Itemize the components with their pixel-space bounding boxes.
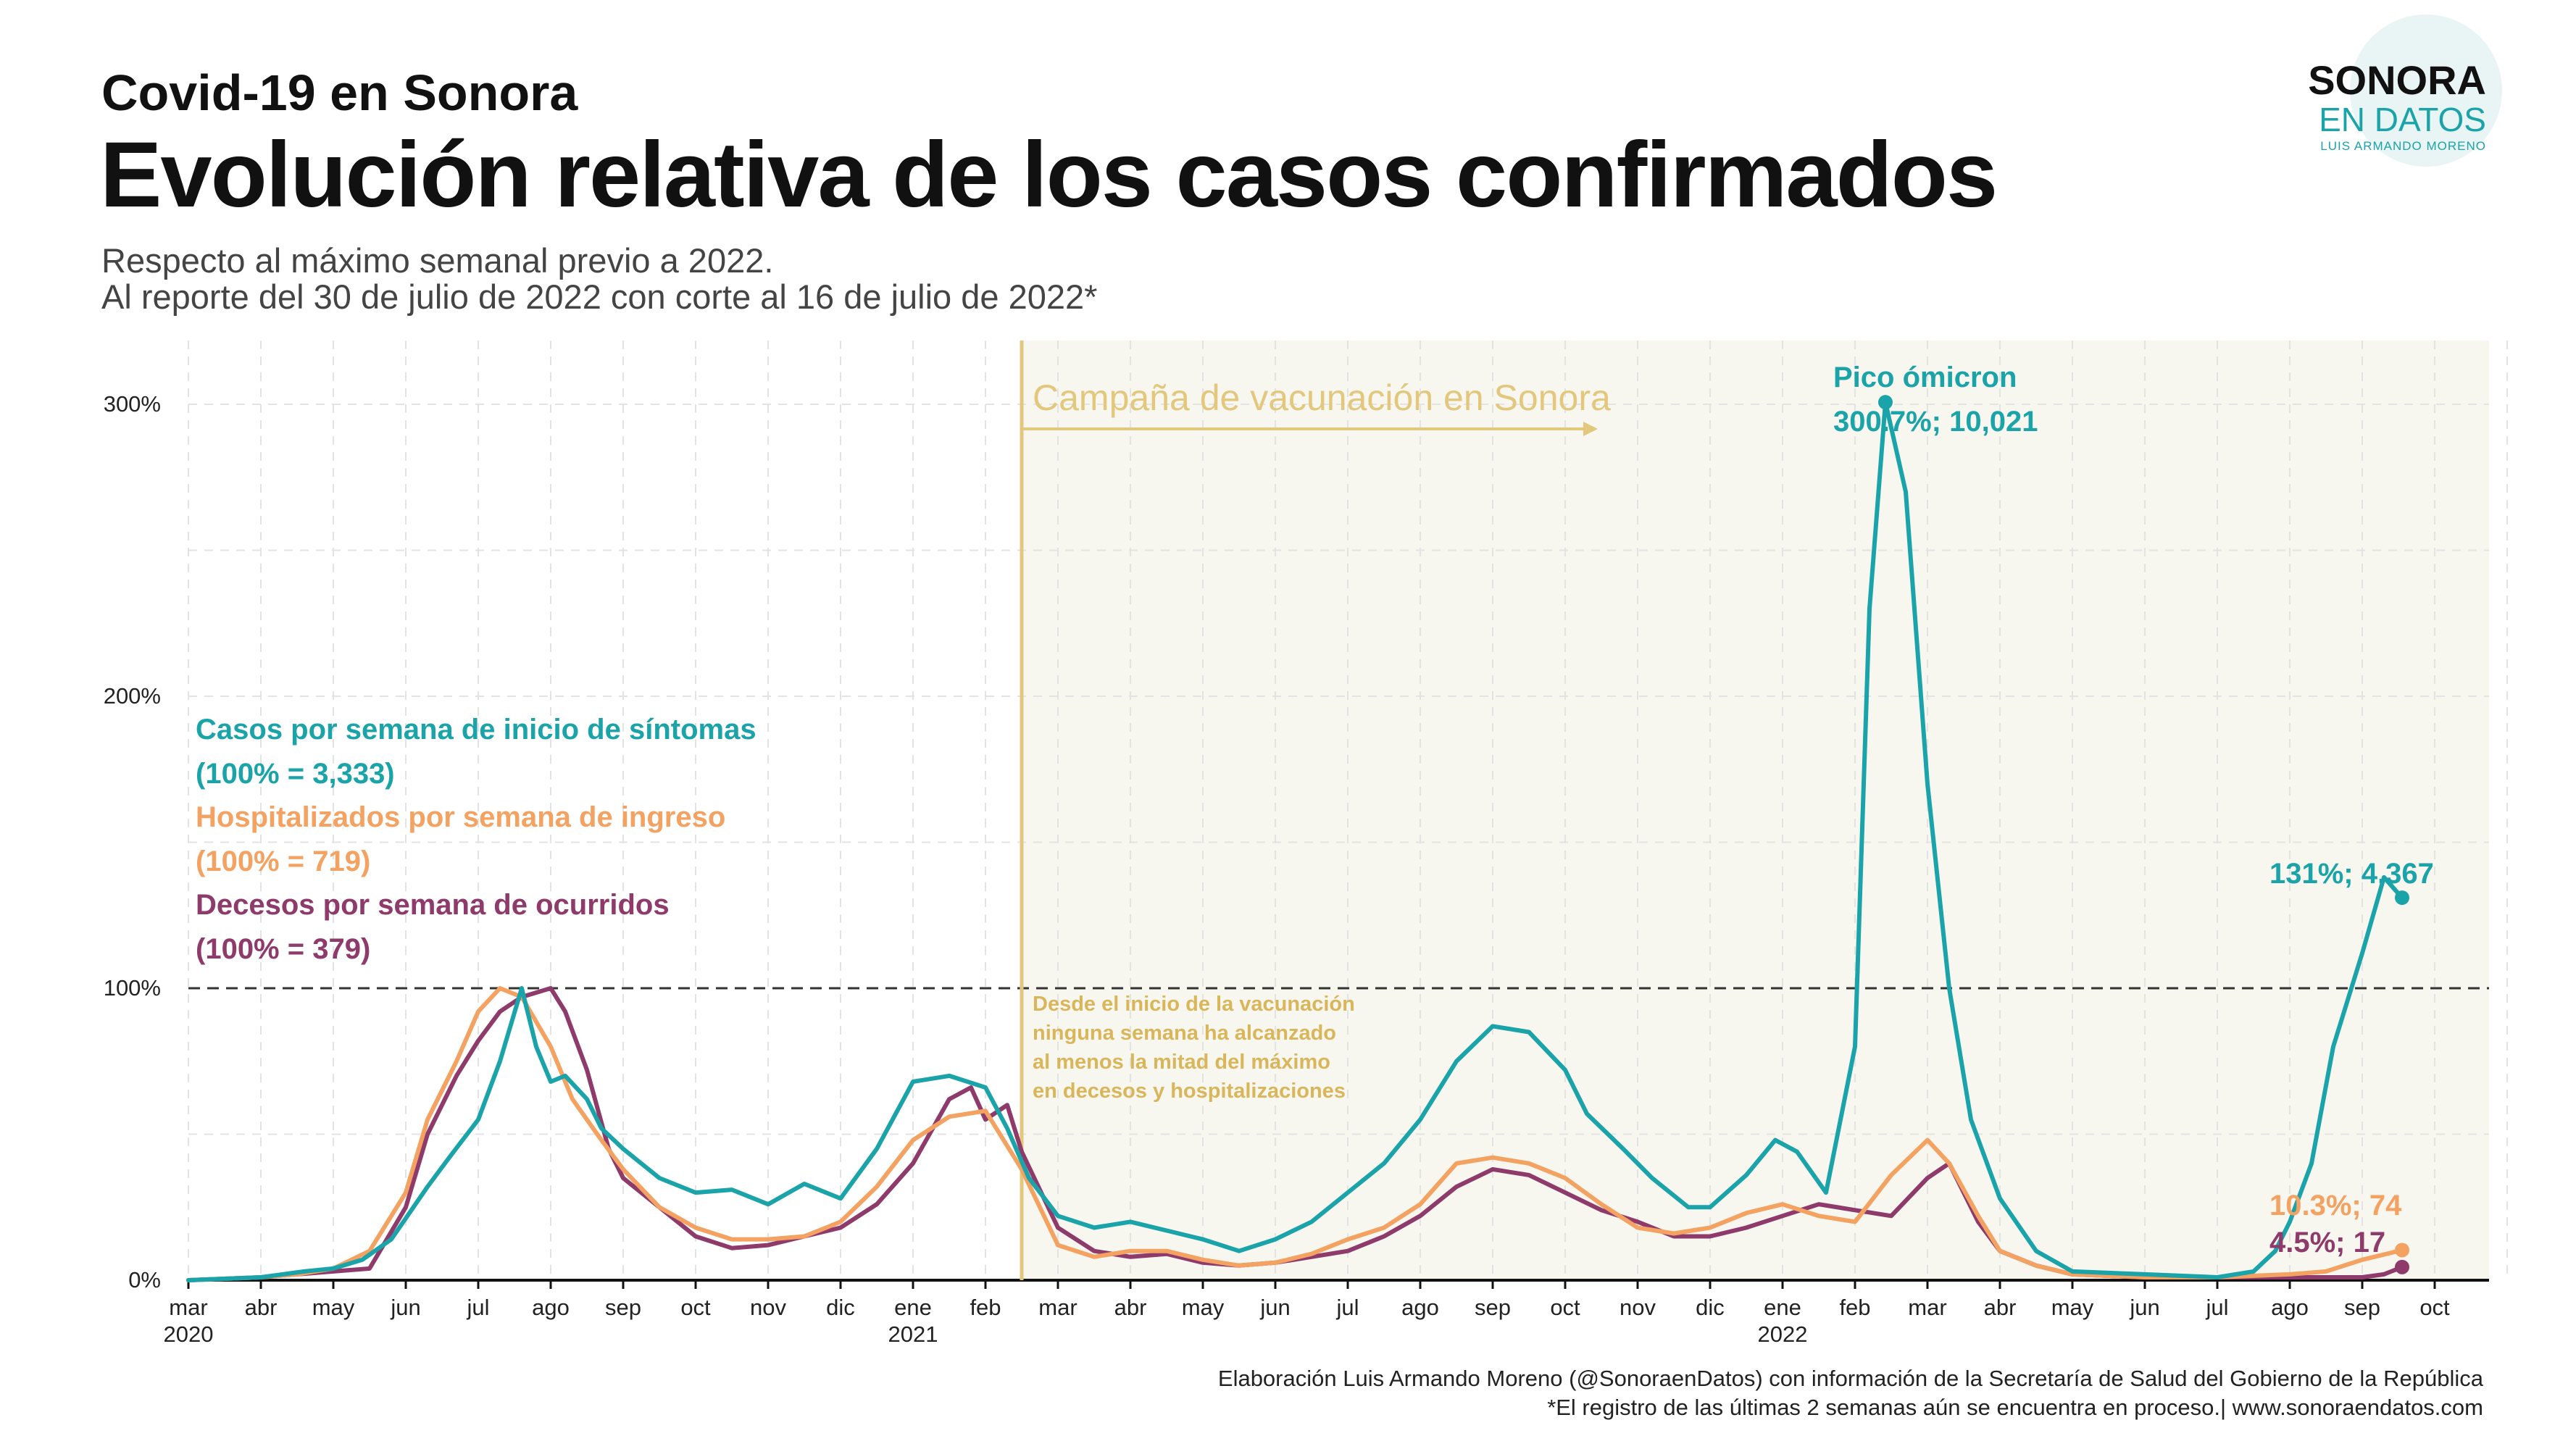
series-line bbox=[186, 986, 2404, 1282]
vaccination-note-line: Desde el inicio de la vacunación bbox=[1033, 993, 1355, 1016]
x-year-label: 2021 bbox=[888, 1321, 938, 1347]
footer-credit: Elaboración Luis Armando Moreno (@Sonora… bbox=[1217, 1366, 2483, 1391]
x-year-label: 2020 bbox=[164, 1321, 214, 1347]
chart-subtitle: Covid-19 en Sonora bbox=[101, 64, 578, 121]
x-tick-label: ago bbox=[1401, 1295, 1439, 1320]
x-tick-label: dic bbox=[1696, 1295, 1725, 1320]
x-tick-label: mar bbox=[1908, 1295, 1946, 1320]
x-tick-label: abr bbox=[1984, 1295, 2017, 1320]
logo-word-sonora: SONORA bbox=[2308, 57, 2486, 103]
x-tick-label: dic bbox=[826, 1295, 855, 1320]
x-tick-label: sep bbox=[605, 1295, 641, 1320]
legend-series-base: (100% = 379) bbox=[196, 933, 370, 965]
y-tick-label: 300% bbox=[104, 391, 161, 417]
x-tick-label: jul bbox=[2205, 1295, 2228, 1320]
x-tick-label: jun bbox=[1259, 1295, 1290, 1320]
logo-circle-icon bbox=[2350, 14, 2502, 167]
vaccination-note: Desde el inicio de la vacunación ninguna … bbox=[1033, 993, 1355, 1103]
peak-value: 300.7%; 10,021 bbox=[1833, 406, 2038, 438]
series-lines bbox=[186, 395, 2409, 1282]
vaccination-label: Campaña de vacunación en Sonora bbox=[1033, 377, 1611, 418]
series-end-point bbox=[2395, 1243, 2409, 1258]
y-tick-label: 100% bbox=[104, 975, 161, 1001]
chart-title: Evolución relativa de los casos confirma… bbox=[100, 123, 1998, 227]
x-tick-label: jul bbox=[466, 1295, 489, 1320]
series-line bbox=[186, 400, 2404, 1282]
x-tick-label: mar bbox=[1038, 1295, 1077, 1320]
series-end-point bbox=[2395, 1259, 2409, 1274]
end-label-cases: 131%; 4,367 bbox=[2269, 858, 2434, 890]
footer-note: *El registro de las últimas 2 semanas aú… bbox=[1547, 1395, 2483, 1420]
x-tick-label: may bbox=[2051, 1295, 2094, 1320]
end-labels: Pico ómicron 300.7%; 10,021 131%; 4,367 10.… bbox=[1833, 362, 2434, 1258]
x-tick-label: feb bbox=[1839, 1295, 1870, 1320]
vaccination-note-line: en decesos y hospitalizaciones bbox=[1033, 1080, 1346, 1103]
x-tick-label: sep bbox=[2344, 1295, 2380, 1320]
vaccination-note-line: al menos la mitad del máximo bbox=[1033, 1051, 1330, 1074]
y-axis: 0% 100% 200% 300% bbox=[104, 391, 161, 1293]
legend-series-base: (100% = 3,333) bbox=[196, 758, 395, 790]
description-line-1: Respecto al máximo semanal previo a 2022… bbox=[101, 241, 774, 280]
end-label-deaths: 4.5%; 17 bbox=[2269, 1227, 2385, 1258]
x-tick-label: jul bbox=[1335, 1295, 1359, 1320]
vaccination-period-shade bbox=[1022, 341, 2489, 1280]
end-label-hospitalized: 10.3%; 74 bbox=[2269, 1190, 2402, 1222]
x-tick-label: ago bbox=[2271, 1295, 2309, 1320]
legend: Casos por semana de inicio de síntomas (1… bbox=[196, 714, 756, 965]
grid-lines bbox=[188, 341, 2508, 1280]
x-tick-label: ago bbox=[532, 1295, 570, 1320]
x-tick-label: oct bbox=[2419, 1295, 2450, 1320]
x-tick-label: may bbox=[1182, 1295, 1225, 1320]
legend-series-name: Hospitalizados por semana de ingreso bbox=[196, 801, 725, 833]
x-axis: mar abr may jun jul ago sep oct nov dic ene feb mar a… bbox=[164, 1279, 2489, 1347]
y-tick-label: 0% bbox=[128, 1267, 161, 1293]
x-tick-label: sep bbox=[1475, 1295, 1511, 1320]
x-tick-label: feb bbox=[970, 1295, 1001, 1320]
x-tick-label: jun bbox=[390, 1295, 420, 1320]
x-tick-label: may bbox=[312, 1295, 355, 1320]
series-end-point bbox=[2395, 890, 2409, 906]
legend-series-base: (100% = 719) bbox=[196, 845, 370, 877]
x-tick-label: ene bbox=[894, 1295, 932, 1320]
legend-series-name: Casos por semana de inicio de síntomas bbox=[196, 714, 756, 746]
x-tick-label: abr bbox=[245, 1295, 278, 1320]
x-tick-label: ene bbox=[1764, 1295, 1801, 1320]
x-tick-label: oct bbox=[680, 1295, 711, 1320]
x-year-label: 2022 bbox=[1758, 1321, 1808, 1347]
x-tick-label: nov bbox=[750, 1295, 786, 1320]
peak-title: Pico ómicron bbox=[1833, 362, 2017, 393]
description-line-2: Al reporte del 30 de julio de 2022 con c… bbox=[101, 277, 1098, 316]
legend-series-name: Decesos por semana de ocurridos bbox=[196, 889, 670, 921]
sonora-en-datos-logo: SONORA EN DATOS LUIS ARMANDO MORENO bbox=[2308, 14, 2502, 174]
y-tick-label: 200% bbox=[104, 683, 161, 709]
x-tick-label: nov bbox=[1620, 1295, 1656, 1320]
x-tick-label: jun bbox=[2129, 1295, 2159, 1320]
peak-point bbox=[1878, 395, 1893, 410]
logo-word-en-datos: EN DATOS bbox=[2319, 101, 2486, 138]
logo-author: LUIS ARMANDO MORENO bbox=[2320, 139, 2486, 153]
vaccination-note-line: ninguna semana ha alcanzado bbox=[1033, 1022, 1336, 1045]
x-tick-label: abr bbox=[1114, 1295, 1147, 1320]
x-tick-label: mar bbox=[169, 1295, 207, 1320]
x-tick-label: oct bbox=[1550, 1295, 1580, 1320]
vaccination-arrowhead-icon bbox=[1583, 422, 1598, 436]
